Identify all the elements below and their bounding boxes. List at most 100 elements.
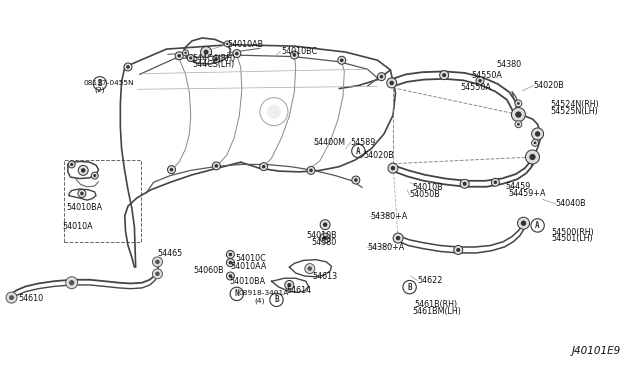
Text: 54010BC: 54010BC [282,47,317,56]
Circle shape [69,280,74,285]
Circle shape [388,163,398,173]
Circle shape [291,51,298,59]
Circle shape [320,233,330,243]
Text: 54380: 54380 [496,60,521,69]
Text: 54010C: 54010C [236,254,266,263]
Circle shape [515,112,522,118]
Text: 54010A: 54010A [63,222,93,231]
Circle shape [227,250,234,259]
Circle shape [212,162,220,170]
Circle shape [224,41,230,47]
Circle shape [126,65,130,69]
Circle shape [78,189,86,198]
Circle shape [454,246,463,254]
Text: 5461B(RH): 5461B(RH) [415,300,458,309]
Circle shape [309,169,313,172]
Text: 54465: 54465 [157,249,182,258]
Text: 54459+A: 54459+A [509,189,547,198]
Circle shape [152,269,163,279]
Text: 54010B: 54010B [306,231,337,240]
Circle shape [396,236,401,240]
Circle shape [493,180,497,184]
Circle shape [92,172,98,179]
Circle shape [476,77,484,85]
Circle shape [307,266,312,271]
Circle shape [124,63,132,71]
Circle shape [68,161,75,168]
Circle shape [517,102,520,105]
Circle shape [478,79,482,83]
Circle shape [456,248,460,252]
Circle shape [323,222,328,227]
Circle shape [352,176,360,184]
Text: 08137-0455N: 08137-0455N [83,80,134,86]
Text: 54020B: 54020B [534,81,564,90]
Text: 54614: 54614 [286,286,311,295]
Circle shape [460,179,469,188]
Circle shape [320,220,330,230]
Circle shape [285,280,294,289]
Circle shape [188,55,194,61]
Circle shape [260,163,268,171]
Circle shape [515,121,522,128]
Circle shape [287,283,291,287]
Text: 54622: 54622 [417,276,443,285]
Circle shape [189,57,192,60]
Circle shape [177,54,181,58]
Circle shape [170,168,173,171]
Circle shape [305,264,315,273]
Text: A: A [356,147,361,155]
Text: 54501(LH): 54501(LH) [552,234,593,243]
Text: B: B [97,79,102,88]
Text: B: B [274,295,279,304]
Text: 54580: 54580 [312,238,337,247]
Circle shape [535,131,540,137]
Text: 5461BM(LH): 5461BM(LH) [412,307,461,316]
Circle shape [529,154,536,160]
Circle shape [511,108,525,122]
Text: 54040B: 54040B [556,199,586,208]
Bar [64,160,141,242]
Text: 54020B: 54020B [364,151,394,160]
Circle shape [213,55,220,62]
Circle shape [155,260,160,264]
Circle shape [534,141,536,144]
Text: A: A [535,221,540,230]
Circle shape [168,166,175,174]
Text: 54550A: 54550A [471,71,502,80]
Circle shape [184,52,187,54]
Circle shape [70,163,73,166]
Circle shape [80,192,84,195]
Text: 54060B: 54060B [193,266,224,275]
Circle shape [227,259,234,267]
Circle shape [517,123,520,126]
Circle shape [155,272,160,276]
Text: B: B [407,283,412,292]
Circle shape [152,257,163,267]
Text: 54500(RH): 54500(RH) [552,228,595,237]
Circle shape [338,56,346,64]
Text: (4): (4) [255,297,265,304]
Circle shape [390,166,396,170]
Circle shape [389,81,394,85]
Text: 54613: 54613 [312,272,337,280]
Text: 54610: 54610 [18,294,43,303]
Circle shape [182,50,189,56]
Circle shape [340,58,344,62]
Text: 54459: 54459 [506,182,531,190]
Circle shape [518,217,529,229]
Circle shape [354,178,358,182]
Circle shape [463,182,467,186]
Text: 54589: 54589 [351,138,376,147]
Circle shape [233,49,241,58]
Text: 54380+A: 54380+A [370,212,407,221]
Circle shape [515,100,522,107]
Circle shape [442,73,446,77]
Text: 54550A: 54550A [461,83,492,92]
Circle shape [532,128,543,140]
Circle shape [440,71,449,80]
Text: 54010AA: 54010AA [230,262,267,271]
Text: 54524N(RH): 54524N(RH) [550,100,599,109]
Circle shape [228,253,232,256]
Circle shape [525,150,540,164]
